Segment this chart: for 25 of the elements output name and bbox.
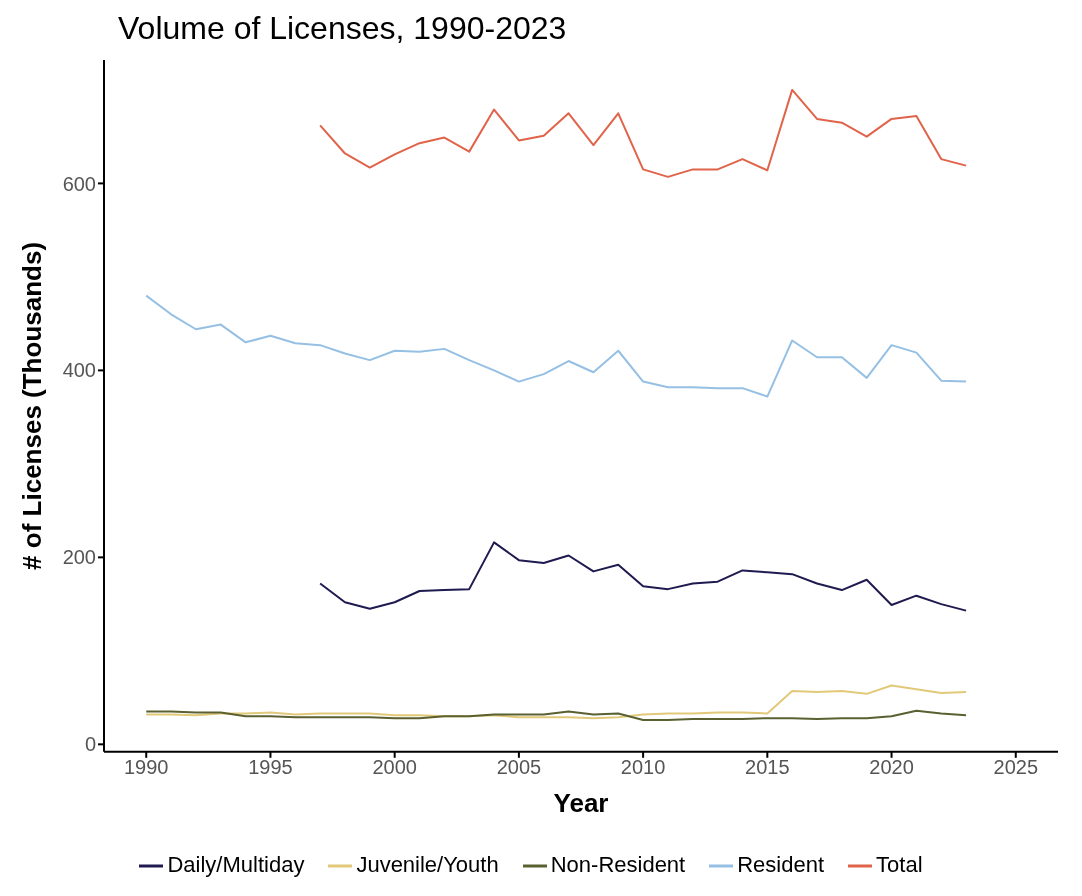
line-series — [319, 88, 968, 178]
x-tick-label: 2025 — [993, 756, 1039, 779]
legend-label: Juvenile/Youth — [356, 851, 499, 877]
legend-label: Non-Resident — [550, 851, 686, 877]
x-tick-label: 2000 — [372, 756, 417, 779]
legend-label: Resident — [737, 851, 825, 877]
line-series — [145, 684, 968, 720]
legend-label: Total — [876, 851, 923, 877]
chart-title: Volume of Licenses, 1990-2023 — [117, 9, 568, 48]
y-axis-title: # of Licenses (Thousands) — [17, 241, 48, 570]
y-tick-label: 600 — [62, 172, 96, 195]
y-tick-label: 0 — [84, 733, 96, 756]
x-tick-label: 2020 — [869, 756, 914, 779]
x-tick-label: 1995 — [248, 756, 293, 779]
y-tick-label: 200 — [62, 546, 96, 569]
x-tick-label: 1990 — [123, 756, 169, 779]
x-tick-label: 2005 — [496, 756, 542, 779]
line-series — [319, 541, 968, 612]
x-axis-title: Year — [553, 787, 609, 818]
x-tick-label: 2015 — [745, 756, 790, 779]
y-tick-label: 400 — [62, 359, 96, 382]
line-series — [145, 294, 968, 398]
x-tick-label: 2010 — [620, 756, 666, 779]
legend-label: Daily/Multiday — [167, 851, 305, 877]
line-series — [145, 709, 968, 722]
